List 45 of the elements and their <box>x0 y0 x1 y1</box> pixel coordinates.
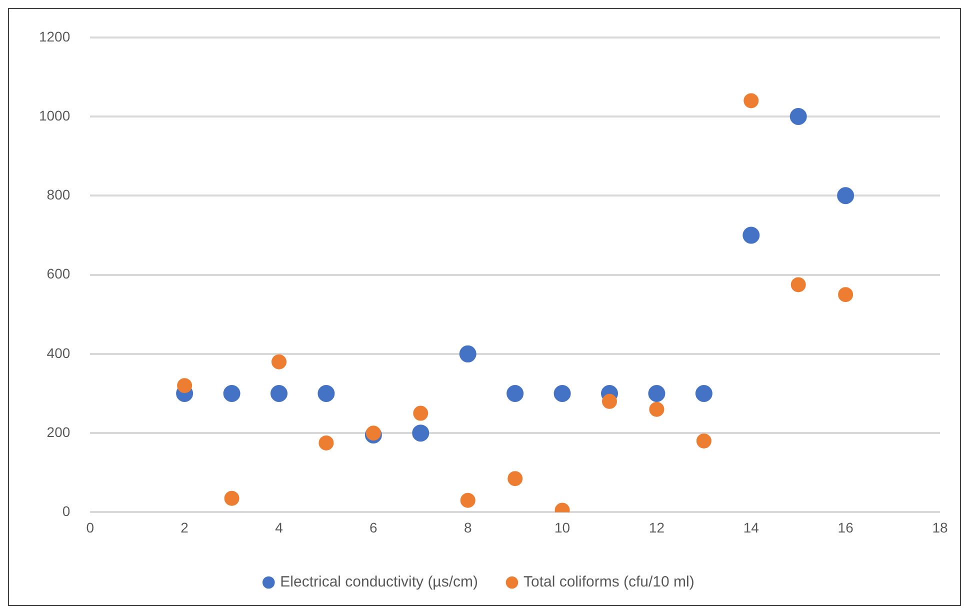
point <box>649 402 664 417</box>
y-tick-label: 1000 <box>38 107 70 124</box>
x-tick-label: 4 <box>275 519 284 536</box>
point <box>318 435 334 450</box>
point <box>790 277 806 292</box>
point <box>318 385 335 402</box>
point <box>413 406 428 421</box>
point <box>790 108 807 126</box>
point <box>506 385 524 402</box>
x-tick-label: 18 <box>932 519 948 536</box>
point <box>460 492 476 508</box>
point <box>224 490 240 506</box>
y-tick-label: 600 <box>46 266 70 282</box>
point <box>838 287 854 302</box>
x-tick-label: 0 <box>86 519 94 536</box>
point <box>742 226 760 244</box>
point <box>696 433 712 448</box>
point <box>508 471 523 486</box>
y-tick-label: 200 <box>46 424 70 440</box>
x-tick-label: 12 <box>648 519 665 536</box>
point <box>272 354 286 370</box>
x-tick-label: 2 <box>180 519 189 536</box>
point <box>695 385 712 402</box>
y-tick-label: 400 <box>46 344 70 361</box>
point <box>459 345 476 362</box>
legend-label: Total coliforms (cfu/10 ml) <box>523 574 694 591</box>
point <box>744 93 759 108</box>
point <box>412 424 430 442</box>
x-tick-label: 10 <box>554 519 570 536</box>
legend-label: Electrical conductivity (µs/cm) <box>280 574 478 591</box>
point <box>177 378 192 394</box>
point <box>602 394 617 409</box>
y-tick-label: 800 <box>46 186 70 203</box>
y-tick-label: 0 <box>62 503 70 520</box>
point <box>366 426 381 441</box>
x-tick-label: 16 <box>838 519 854 536</box>
point <box>554 385 571 402</box>
point <box>223 385 240 402</box>
y-tick-label: 1200 <box>38 28 70 44</box>
x-tick-label: 14 <box>743 519 760 536</box>
point <box>837 187 854 204</box>
x-tick-label: 6 <box>370 519 378 536</box>
point <box>648 385 666 402</box>
x-tick-label: 8 <box>464 519 472 536</box>
point <box>270 385 288 402</box>
